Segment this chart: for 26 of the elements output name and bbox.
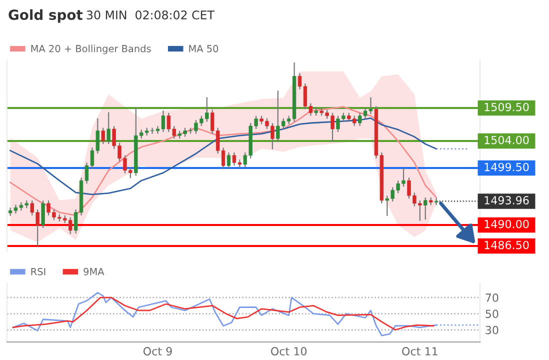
legend-label: RSI (31, 268, 46, 276)
x-tick-label: Oct 11 (402, 347, 438, 356)
candlestick (226, 152, 231, 169)
ref-line-label: 1490.00 (484, 220, 529, 228)
ref-line-label: 1486.50 (484, 240, 529, 250)
candlestick (101, 128, 105, 144)
chart-title: Gold spot (8, 9, 83, 23)
candlestick (424, 197, 428, 220)
y-tick-label: 70 (486, 294, 498, 302)
chart-subtitle: 30 MIN 02:08:02 CET (86, 10, 214, 20)
legend-label: MA 50 (189, 44, 218, 52)
y-tick-label: 50 (486, 310, 498, 318)
ref-line-label: 1499.50 (484, 162, 529, 172)
y-tick-label: 30 (486, 326, 498, 334)
candlestick (8, 208, 12, 216)
candlestick (434, 198, 438, 206)
candlestick (298, 73, 302, 90)
ref-line-label: 1509.50 (484, 102, 529, 112)
x-tick-label: Oct 10 (271, 347, 307, 356)
legend-label: 9MA (84, 268, 104, 276)
ref-line-label: 1504.00 (484, 136, 529, 144)
candlestick (41, 200, 45, 228)
legend-label: MA 20 + Bollinger Bands (31, 44, 151, 54)
x-tick-label: Oct 9 (143, 347, 172, 356)
candlestick (106, 112, 110, 144)
ref-line-label: 1493.96 (484, 196, 529, 204)
